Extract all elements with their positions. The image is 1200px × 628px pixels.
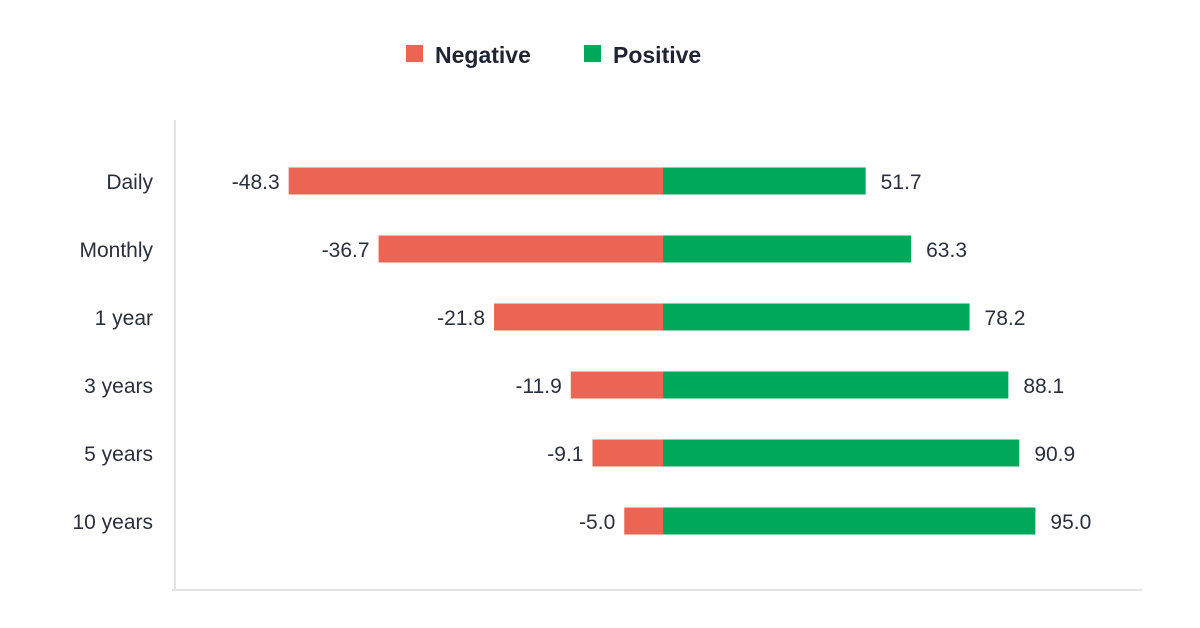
bar-positive	[663, 303, 970, 331]
legend-swatch-negative	[406, 45, 423, 62]
data-label-negative: -9.1	[547, 443, 583, 466]
data-label-positive: 90.9	[1034, 443, 1075, 466]
bar-positive	[663, 507, 1036, 535]
bar-negative	[378, 235, 663, 263]
data-label-negative: -5.0	[579, 511, 615, 534]
data-label-positive: 95.0	[1050, 511, 1091, 534]
data-label-negative: -11.9	[515, 375, 561, 398]
category-label: 10 years	[72, 511, 153, 534]
data-label-negative: -21.8	[437, 307, 485, 330]
bar-negative	[288, 167, 663, 195]
legend-label-positive: Positive	[613, 42, 701, 68]
data-label-positive: 78.2	[985, 307, 1026, 330]
bar-positive	[663, 439, 1020, 467]
bar-negative	[592, 439, 663, 467]
category-label: 1 year	[95, 307, 153, 330]
bar-negative	[624, 507, 663, 535]
legend-label-negative: Negative	[435, 42, 531, 68]
category-label: Monthly	[79, 239, 153, 262]
bar-positive	[663, 235, 912, 263]
category-label: 5 years	[84, 443, 153, 466]
bar-negative	[570, 371, 663, 399]
bar-positive	[663, 167, 866, 195]
data-label-negative: -48.3	[232, 171, 280, 194]
bar-negative	[494, 303, 663, 331]
category-label: 3 years	[84, 375, 153, 398]
data-label-positive: 51.7	[881, 171, 922, 194]
bar-positive	[663, 371, 1009, 399]
data-label-positive: 63.3	[926, 239, 967, 262]
legend-swatch-positive	[584, 45, 601, 62]
category-label: Daily	[106, 171, 153, 194]
data-label-negative: -36.7	[322, 239, 370, 262]
data-label-positive: 88.1	[1023, 375, 1064, 398]
legend: Negative Positive	[406, 42, 701, 68]
